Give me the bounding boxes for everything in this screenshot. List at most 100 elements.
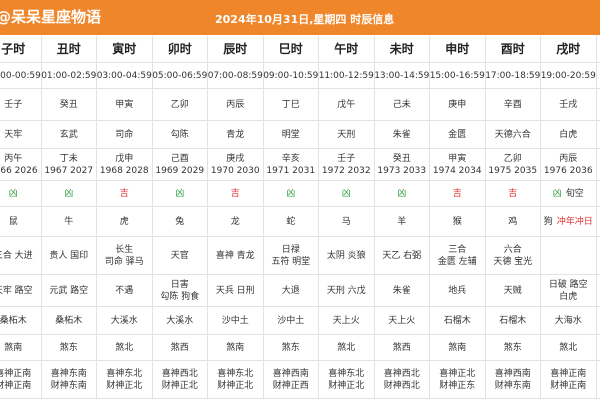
cell: 癸丑: [41, 89, 97, 121]
cell-line: 大溪水: [166, 315, 194, 326]
cell: 11:00-12:59: [319, 63, 375, 89]
cell-line: 煞东: [503, 342, 522, 353]
cell-line: 金匮: [448, 129, 467, 140]
cell: 天乙 右弼: [374, 237, 430, 275]
cell-line: 07:00-08:59: [207, 70, 263, 81]
cell: 喜神 青龙: [208, 237, 264, 275]
cell-line: 财神正东: [439, 380, 476, 391]
cell-line: 天贼: [503, 285, 522, 296]
cell: [596, 361, 600, 399]
cell: 天官: [152, 237, 208, 275]
cell-line: 煞南: [226, 342, 245, 353]
cell-line: 13:00-14:59: [374, 70, 430, 81]
cell-line: 兔: [175, 216, 185, 227]
cell-span: 凶: [64, 188, 74, 199]
cell: [596, 181, 600, 207]
cell-line: 癸丑: [392, 153, 411, 164]
cell-line: 天乙 右弼: [382, 250, 422, 261]
cell: 丙辰: [208, 89, 264, 121]
cell: 壬子 1972 2032: [319, 149, 375, 181]
cell-line: 癸丑: [59, 99, 78, 110]
cell: 煞北: [97, 335, 153, 361]
cell: 地兵: [430, 275, 486, 307]
cell-line: 喜神西南: [494, 368, 531, 379]
cell: 乙卯: [152, 89, 208, 121]
cell: 01:00-02:59: [41, 63, 97, 89]
cell-line: 喜神东南: [50, 368, 87, 379]
cell: 日破 路空 白虎: [541, 275, 597, 307]
cell-line: 戊申: [115, 153, 134, 164]
cell-line: 鼠: [8, 216, 18, 227]
cell: 鸡: [485, 207, 541, 237]
cell-line: 天官: [170, 250, 189, 261]
cell-line: 元武 路空: [49, 285, 89, 296]
cell-line: 甲寅: [115, 99, 134, 110]
cell: [596, 89, 600, 121]
cell: 天德六合: [485, 121, 541, 149]
cell-line: 05:00-06:59: [152, 70, 208, 81]
cell: 虎: [97, 207, 153, 237]
cell: 白虎: [541, 121, 597, 149]
cell: 07:00-08:59: [208, 63, 264, 89]
cell: 喜神东北 财神正北: [208, 361, 264, 399]
cell: 太阴 炎狼: [319, 237, 375, 275]
cell-line: 1970 2030: [210, 165, 260, 176]
cell-line: 司命 驿马: [104, 256, 144, 267]
cell: [596, 307, 600, 335]
cell-line: 庚戌: [226, 153, 245, 164]
cell-line: 明堂: [281, 129, 300, 140]
cell-line: 凶: [342, 188, 351, 200]
cell: 煞东: [263, 335, 319, 361]
cell-line: 三合 大进: [0, 250, 33, 261]
cell: 不遇: [97, 275, 153, 307]
cell-line: 壬子: [337, 153, 356, 164]
cell-line: 1967 2027: [44, 165, 94, 176]
cell-line: 己未: [392, 99, 411, 110]
cell: 辛酉: [485, 89, 541, 121]
cell: 龙: [208, 207, 264, 237]
cell-line: 大退: [281, 285, 300, 296]
cell-line: 财神东南: [50, 380, 87, 391]
cell: 壬戌: [541, 89, 597, 121]
cell-line: 财神正北: [217, 380, 254, 391]
cell: 沙中土: [208, 307, 264, 335]
cell: [596, 36, 600, 63]
cell: 喜神正北 财神正东: [430, 361, 486, 399]
cell-line: 喜神东北: [106, 368, 143, 379]
cell-line: 卯时: [167, 42, 192, 56]
cell-line: 煞东: [281, 342, 300, 353]
cell-line: 1966 2026: [0, 165, 38, 176]
cell-line: 巳时: [278, 42, 303, 56]
cell-line: 1968 2028: [99, 165, 149, 176]
cell: [596, 335, 600, 361]
cell: 蛇: [263, 207, 319, 237]
cell: 青龙: [208, 121, 264, 149]
column-header: 午时: [319, 36, 375, 63]
cell: 喜神西北 财神正北: [152, 361, 208, 399]
cell: [596, 207, 600, 237]
cell-line: 丙辰: [559, 153, 578, 164]
cell: 煞北: [541, 335, 597, 361]
cell-line: 蛇: [286, 216, 296, 227]
cell-line: 酉时: [500, 42, 525, 56]
cell: 丙辰 1976 2036: [541, 149, 597, 181]
cell: 丁未 1967 2027: [41, 149, 97, 181]
cell-line: 凶: [286, 188, 295, 200]
cell: 吉: [97, 181, 153, 207]
cell-line: 喜神东北: [217, 368, 254, 379]
cell-span: 凶: [552, 188, 562, 199]
cell-line: 天德 宝光: [493, 256, 533, 267]
cell-line: 煞西: [392, 342, 411, 353]
cell: 壬子: [0, 89, 42, 121]
cell-line: 财神正北: [161, 380, 198, 391]
cell-line: 子时: [1, 42, 26, 56]
cell: 甲寅: [97, 89, 153, 121]
cell: 煞南: [430, 335, 486, 361]
cell-line: 喜神 青龙: [215, 250, 255, 261]
cell: 大海水: [541, 307, 597, 335]
cell-line: 09:00-10:59: [263, 70, 319, 81]
cell: 17:00-18:59: [485, 63, 541, 89]
cell: 吉: [430, 181, 486, 207]
cell-line: 天兵 日刑: [215, 285, 255, 296]
cell: 凶: [0, 181, 42, 207]
